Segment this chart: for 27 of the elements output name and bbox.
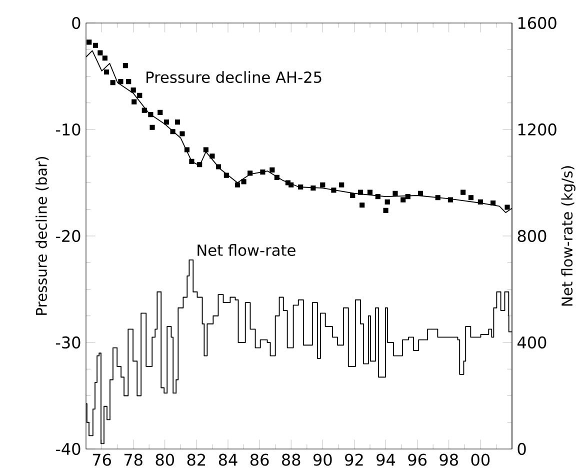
y2-tick-label: 0 (518, 442, 526, 456)
x-tick-label: 82 (187, 454, 206, 466)
y-tick-label: -30 (56, 336, 80, 349)
x-tick-label: 00 (471, 454, 490, 466)
series-label: Net flow-rate (198, 244, 296, 256)
x-tick-label: 76 (92, 454, 111, 466)
x-tick-label: 86 (250, 454, 269, 466)
x-tick-label: 92 (345, 454, 363, 466)
y-tick-label: -20 (56, 230, 80, 242)
x-tick-label: 90 (313, 454, 332, 466)
x-tick-label: 96 (408, 454, 427, 466)
series-label: Pressure decline AH-25 (146, 71, 322, 84)
y2-tick-label: 800 (518, 230, 546, 242)
y-tick-label: -40 (56, 442, 80, 456)
y2-tick-label: 1200 (518, 123, 556, 136)
x-tick-label: 84 (218, 454, 238, 466)
y-axis-title: Pressure decline (bar) (36, 156, 49, 315)
y2-tick-label: 400 (517, 336, 546, 349)
y2-axis-title: Net flow-rate (kg/s) (561, 166, 576, 306)
x-tick-label: 80 (156, 454, 174, 466)
x-tick-label: 78 (124, 454, 142, 466)
y-tick-label: -10 (56, 123, 80, 136)
x-tick-label: 98 (440, 454, 458, 466)
x-tick-label: 88 (282, 454, 300, 466)
y-tick-label: 0 (72, 16, 80, 30)
x-tick-label: 94 (376, 454, 396, 466)
y2-tick-label: 1600 (518, 16, 556, 30)
